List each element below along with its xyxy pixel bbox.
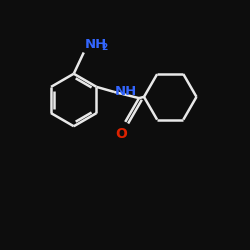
- Text: O: O: [116, 128, 128, 141]
- Text: NH: NH: [115, 85, 138, 98]
- Text: 2: 2: [102, 43, 108, 52]
- Text: NH: NH: [85, 38, 107, 51]
